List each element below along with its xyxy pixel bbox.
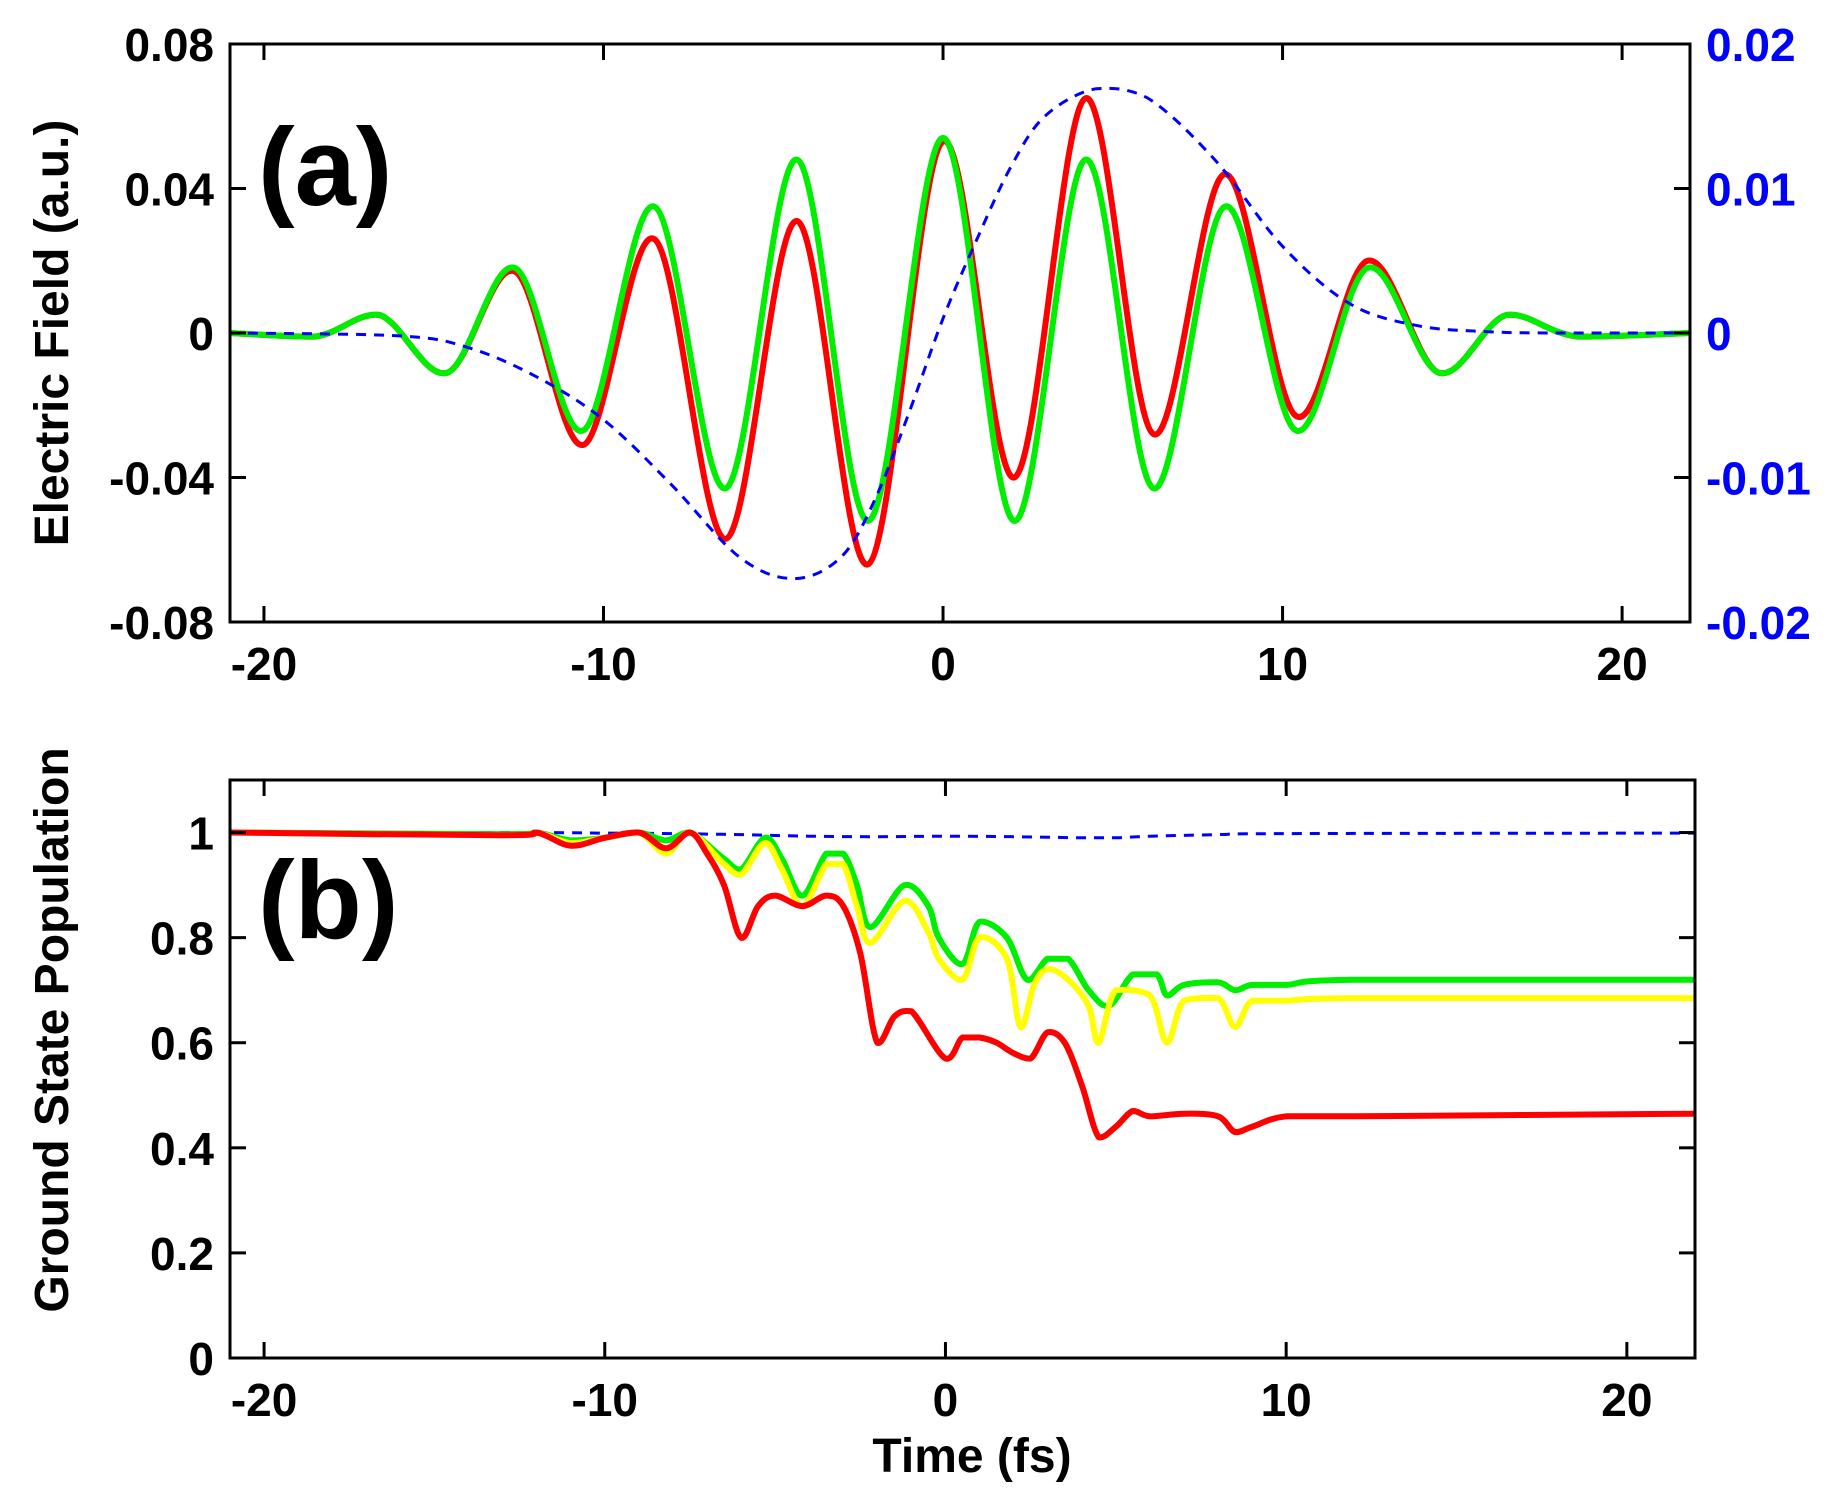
panel-b-ticks: -20 -10 0 10 20 0 0.2 0.4 0.6 0.8 1 — [150, 780, 1695, 1426]
panel-a-x-tick-label: -20 — [231, 638, 297, 690]
panel-b-y-tick-label: 0.6 — [150, 1018, 214, 1070]
panel-b-x-tick-label: 20 — [1601, 1374, 1652, 1426]
panel-a-y-tick-label: -0.08 — [109, 597, 214, 649]
panel-b-y-tick-label: 0 — [188, 1333, 214, 1385]
panel-b-series — [230, 829, 1695, 1141]
panel-b-x-tick-label: 0 — [933, 1374, 959, 1426]
panel-b-ground-state-population: -20 -10 0 10 20 0 0.2 0.4 0.6 0.8 1 (b) Ground Sta… — [26, 747, 1697, 1483]
panel-a-y-tick-label: -0.04 — [109, 453, 214, 505]
panel-a-y-axis-title: Electric Field (a.u.) — [26, 120, 79, 547]
panel-a-series — [230, 86, 1690, 581]
panel-a-y2-tick-label: -0.01 — [1706, 453, 1811, 505]
panel-b-blue-dashed-population-line — [230, 830, 1695, 840]
panel-a-y-tick-label: 0.08 — [124, 19, 214, 71]
panel-a-y2-tick-label: -0.02 — [1706, 597, 1811, 649]
panel-a-x-tick-label: 0 — [930, 638, 956, 690]
panel-b-x-axis-title: Time (fs) — [872, 1430, 1071, 1483]
panel-a-label: (a) — [258, 106, 392, 229]
panel-b-y-tick-label: 0.2 — [150, 1228, 214, 1280]
panel-a-x-tick-label: 20 — [1597, 638, 1648, 690]
panel-b-y-tick-label: 0.8 — [150, 913, 214, 965]
panel-b-frame — [228, 778, 1697, 1360]
panel-b-red-population-line — [230, 829, 1695, 1141]
panel-b-label: (b) — [258, 839, 398, 962]
panel-a-y2-tick-label: 0.02 — [1706, 19, 1796, 71]
panel-a-y2-tick-label: 0.01 — [1706, 164, 1796, 216]
panel-b-x-tick-label: -10 — [572, 1374, 638, 1426]
panel-b-x-tick-label: 10 — [1261, 1374, 1312, 1426]
panel-a-ticks: -20 -10 0 10 20 -0.08 -0.04 0 0.04 0.08 -0.02 -0.01… — [109, 19, 1811, 690]
panel-a-electric-field: -20 -10 0 10 20 -0.08 -0.04 0 0.04 0.08 -0.02 -0.01… — [26, 19, 1811, 690]
panel-a-x-tick-label: 10 — [1257, 638, 1308, 690]
panel-a-y-tick-label: 0.04 — [124, 164, 214, 216]
panel-b-y-axis-title: Ground State Population — [26, 747, 79, 1312]
panel-b-yellow-population-line — [230, 829, 1695, 1046]
panel-b-x-tick-label: -20 — [231, 1374, 297, 1426]
panel-a-x-tick-label: -10 — [570, 638, 636, 690]
panel-a-blue-dashed-field-line — [230, 86, 1690, 581]
panel-b-y-tick-label: 1 — [188, 808, 214, 860]
panel-b-green-population-line — [230, 829, 1695, 1010]
panel-a-y-tick-label: 0 — [188, 308, 214, 360]
panel-a-green-field-line — [230, 134, 1690, 524]
panel-b-y-tick-label: 0.4 — [150, 1123, 214, 1175]
panel-a-y2-tick-label: 0 — [1706, 308, 1732, 360]
